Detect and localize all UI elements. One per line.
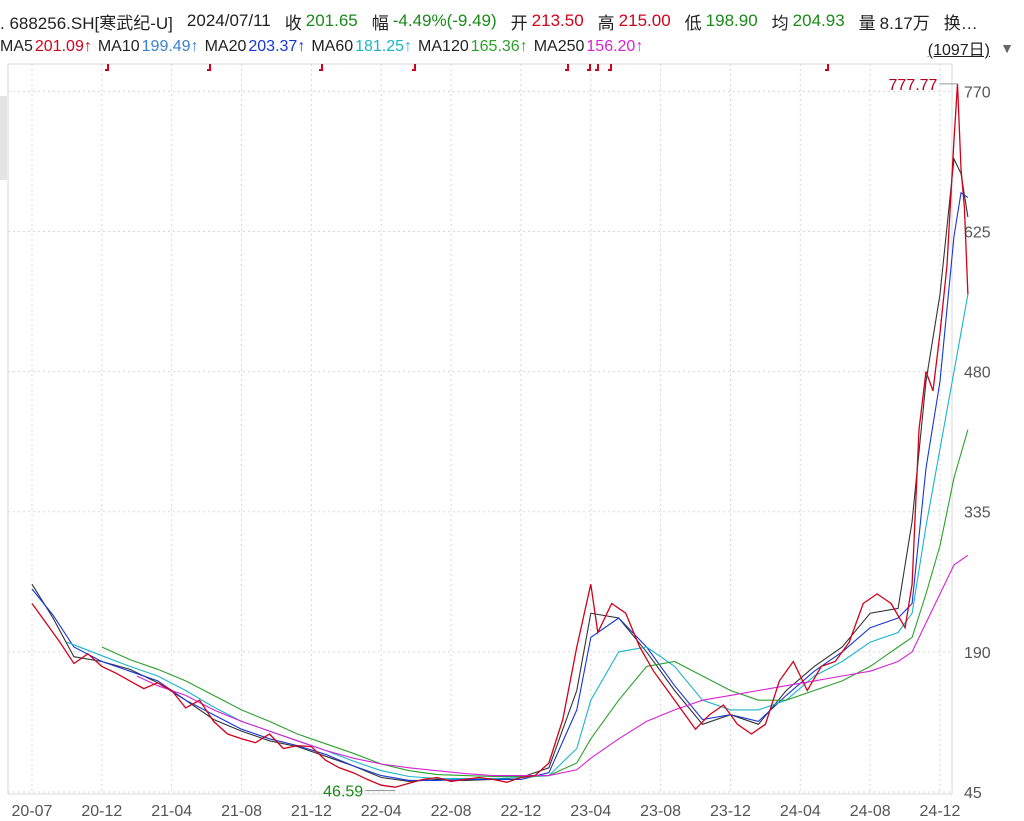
event-flag (319, 64, 323, 71)
y-tick-label: 335 (964, 505, 991, 522)
series-line-ma60 (66, 294, 969, 780)
high-label: 高 (597, 13, 615, 33)
quote-info-bar: . 688256.SH[寒武纪-U] 2024/07/11 收 201.65 幅-… (0, 8, 1024, 34)
event-flag (825, 64, 829, 71)
open-value: 213.50 (531, 11, 584, 30)
x-tick-label: 22-12 (500, 803, 541, 820)
y-tick-label: 625 (964, 224, 991, 241)
x-tick-label: 23-12 (710, 803, 751, 820)
series-line-ma20 (31, 191, 969, 781)
change-label: 幅 (371, 13, 389, 33)
event-flag (207, 64, 211, 71)
volume-value: 8.17万 (879, 13, 930, 33)
min-annotation: 46.59 (323, 783, 363, 800)
ma-legend-item: MA20 203.37↑ (204, 38, 306, 55)
more-fields[interactable]: 换… (943, 13, 978, 33)
x-tick-label: 22-08 (431, 803, 472, 820)
close-value: 201.65 (305, 11, 358, 30)
x-tick-label: 20-07 (12, 803, 53, 820)
ma-legend: MA5 201.09↑ MA10 199.49↑ MA20 203.37↑ MA60 1… (0, 36, 1024, 58)
kline-chart[interactable]: 45 190 335 480 625 770 20-07 20-12 21-04 21-08 21-… (0, 56, 1024, 821)
series-line-ma5 (31, 157, 969, 782)
event-flag (595, 64, 599, 71)
stock-code: . 688256.SH[寒武纪-U] (0, 13, 173, 33)
event-flag (412, 64, 416, 71)
x-tick-label: 21-12 (291, 803, 332, 820)
ma-legend-item: MA60 181.25↑ (311, 38, 413, 55)
series-line-ma120 (101, 429, 969, 778)
event-flag (608, 64, 612, 71)
ma-legend-item: MA250 156.20↑ (533, 38, 644, 55)
x-tick-label: 24-12 (920, 803, 961, 820)
quote-date: 2024/07/11 (186, 11, 271, 30)
ma-legend-item: MA5 201.09↑ (0, 38, 92, 55)
side-panel-tab[interactable] (0, 96, 7, 180)
y-tick-label: 190 (964, 645, 991, 662)
event-flag (565, 64, 569, 71)
avg-label: 均 (771, 13, 789, 33)
low-label: 低 (684, 13, 702, 33)
plot-frame (7, 63, 953, 795)
max-annotation: 777.77 (889, 77, 938, 94)
chevron-down-icon[interactable]: ▼ (1000, 40, 1014, 56)
change-value: -4.49%(-9.49) (392, 11, 497, 30)
x-tick-label: 24-08 (850, 803, 891, 820)
high-value: 215.00 (618, 11, 671, 30)
ma-legend-item: MA10 199.49↑ (97, 38, 199, 55)
x-tick-label: 22-04 (361, 803, 402, 820)
ma-legend-item: MA120 165.36↑ (418, 38, 528, 55)
x-tick-label: 21-04 (151, 803, 192, 820)
series-line-price (31, 83, 969, 788)
days-range-button[interactable]: (1097日) (927, 42, 990, 59)
x-tick-label: 23-08 (640, 803, 681, 820)
event-flag (587, 64, 591, 71)
avg-value: 204.93 (792, 11, 845, 30)
x-tick-label: 21-08 (221, 803, 262, 820)
event-flag (105, 64, 109, 71)
open-label: 开 (510, 13, 528, 33)
y-tick-label: 45 (964, 785, 982, 802)
series-line-ma250 (136, 554, 969, 777)
x-tick-label: 20-12 (81, 803, 122, 820)
y-tick-label: 770 (964, 84, 991, 101)
low-value: 198.90 (705, 11, 758, 30)
close-label: 收 (284, 13, 302, 33)
volume-label: 量 (858, 13, 876, 33)
x-tick-label: 23-04 (570, 803, 611, 820)
period-tabs-strip[interactable] (0, 0, 1024, 6)
y-tick-label: 480 (964, 365, 991, 382)
x-tick-label: 24-04 (780, 803, 821, 820)
